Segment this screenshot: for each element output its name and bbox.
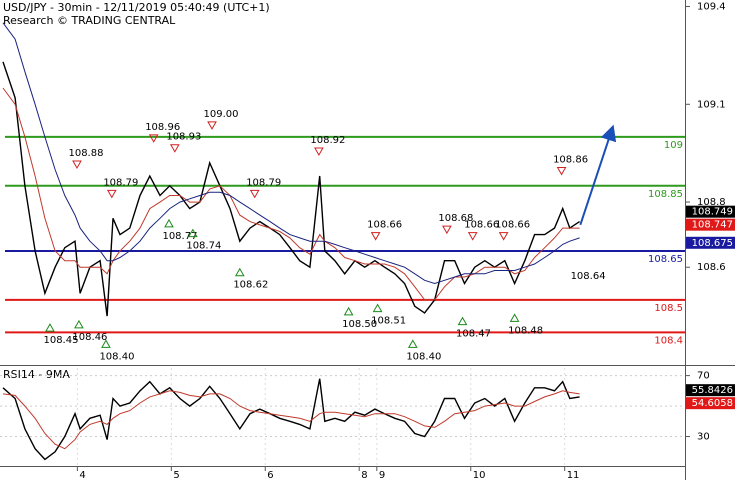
price-tag-label: 108.675 — [692, 238, 733, 249]
price-tag-label: 55.8426 — [692, 385, 733, 396]
trough-marker — [101, 339, 111, 348]
peak-label: 108.79 — [246, 177, 281, 188]
forecast-arrow — [579, 124, 617, 226]
price-tag-label: 108.749 — [692, 207, 733, 218]
level-label: 109 — [664, 140, 683, 151]
peak-label: 108.86 — [553, 155, 588, 166]
chart-subtitle: Research © TRADING CENTRAL — [3, 14, 176, 27]
price-tag-label: 54.6058 — [692, 398, 733, 409]
trough-label: 108.47 — [456, 329, 491, 340]
x-tick-label: 6 — [267, 470, 273, 480]
x-tick-label: 11 — [567, 470, 580, 480]
peak-label: 108.88 — [68, 148, 103, 159]
peak-marker — [72, 160, 82, 169]
peak-label: 108.79 — [103, 177, 138, 188]
trough-marker — [509, 313, 520, 322]
price-tag — [686, 384, 735, 397]
series-line — [2, 87, 580, 301]
peak-label: 108.92 — [310, 135, 345, 146]
series-line — [2, 61, 580, 317]
trough-label: 108.46 — [72, 332, 107, 343]
rsi-title: RSI14 - 9MA — [3, 368, 70, 381]
peak-label: 108.66 — [367, 220, 402, 231]
price-tag — [686, 218, 735, 231]
series-line — [2, 390, 580, 450]
peak-marker — [169, 144, 180, 153]
peak-label: 109.00 — [204, 109, 239, 120]
level-label: 108.5 — [654, 303, 683, 314]
y-tick-label: 70 — [697, 371, 710, 382]
y-tick-label: 109.1 — [697, 99, 726, 110]
trough-label: 108.45 — [43, 335, 78, 346]
peak-label: 108.93 — [166, 132, 201, 143]
x-tick-label: 9 — [379, 470, 385, 480]
trough-marker — [457, 316, 468, 326]
series-line — [2, 22, 580, 285]
trough-label: 108.74 — [186, 241, 221, 252]
peak-label: 108.66 — [464, 220, 499, 231]
peak-marker — [467, 232, 478, 241]
trough-marker — [45, 323, 55, 332]
peak-marker — [207, 121, 217, 130]
peak-marker — [556, 167, 567, 176]
price-tag — [686, 236, 735, 249]
trough-label: 108.77 — [162, 231, 197, 242]
peak-marker — [442, 225, 452, 235]
series-line — [2, 378, 580, 461]
y-tick-label: 108.6 — [697, 262, 726, 273]
trough-marker — [234, 267, 245, 277]
trough-marker — [187, 228, 198, 238]
peak-marker — [498, 232, 509, 241]
trough-marker — [343, 306, 354, 316]
peak-marker — [314, 147, 324, 156]
peak-label: 108.96 — [145, 122, 180, 133]
x-tick-label: 4 — [79, 470, 85, 480]
x-tick-label: 10 — [473, 470, 486, 480]
peak-marker — [249, 189, 260, 199]
price-tag — [686, 205, 735, 218]
trough-label: 108.40 — [406, 351, 441, 362]
peak-label: 108.66 — [495, 220, 530, 231]
trough-label: 108.48 — [508, 325, 543, 336]
level-label: 108.85 — [648, 189, 683, 200]
trough-marker — [407, 339, 418, 348]
level-label: 108.65 — [648, 254, 683, 265]
price-tag-label: 108.747 — [692, 220, 733, 231]
chart-title: USD/JPY - 30min - 12/11/2019 05:40:49 (U… — [3, 1, 270, 14]
y-tick-label: 109.4 — [697, 2, 726, 13]
trough-marker — [74, 319, 84, 329]
level-label: 108.4 — [654, 335, 683, 346]
y-tick-label: 30 — [697, 432, 710, 443]
peak-label: 108.68 — [438, 213, 473, 224]
x-tick-label: 5 — [173, 470, 179, 480]
peak-marker — [148, 134, 159, 143]
trough-label: 108.50 — [342, 319, 377, 330]
trough-label: 108.62 — [233, 280, 268, 291]
y-tick-label: 108.8 — [697, 197, 726, 208]
trough-label: 108.51 — [371, 316, 406, 327]
trough-marker — [164, 218, 174, 228]
trough-marker — [372, 303, 383, 313]
price-tag — [686, 397, 735, 410]
note-label: 108.64 — [571, 271, 606, 282]
peak-marker — [370, 232, 381, 241]
trough-label: 108.40 — [99, 351, 134, 362]
x-tick-label: 8 — [361, 470, 367, 480]
peak-marker — [106, 189, 117, 199]
